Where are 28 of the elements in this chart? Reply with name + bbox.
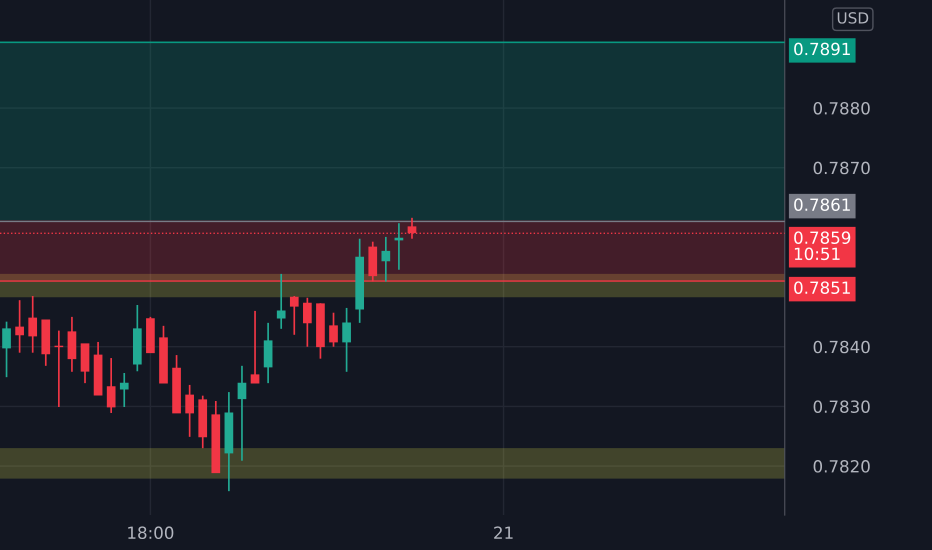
ref-line-label: 0.7891 (794, 42, 850, 56)
candlestick (28, 295, 38, 354)
y-tick-label: 0.7870 (814, 162, 870, 174)
candlestick (276, 273, 286, 330)
candlestick (238, 364, 246, 462)
candlestick (381, 236, 390, 283)
text: USD (838, 12, 868, 24)
candlestick (120, 372, 129, 408)
ref-line-label: 0.7861 (794, 198, 850, 211)
candlestick (15, 299, 24, 354)
y-tick-label: 0.7880 (814, 102, 870, 115)
candlestick (329, 312, 338, 348)
candlestick (106, 357, 116, 414)
candlestick (394, 222, 404, 271)
y-tick-label: 0.7830 (814, 400, 870, 413)
candlestick (2, 320, 11, 378)
candlestick (290, 295, 299, 336)
y-tick-label: 0.7840 (814, 340, 870, 354)
y-tick-label: 0.7820 (814, 460, 870, 473)
ref-line-label: 0.7851 (794, 281, 850, 294)
candlestick (250, 310, 260, 384)
candlestick (342, 307, 351, 373)
candlestick (303, 296, 312, 348)
candlestick (54, 330, 64, 408)
ref-line-label: 0.7859 10:51 (794, 231, 850, 260)
candlestick (185, 384, 194, 438)
x-tick-label: 21 (494, 526, 513, 539)
x-tick-label: 18:00 (128, 526, 174, 540)
